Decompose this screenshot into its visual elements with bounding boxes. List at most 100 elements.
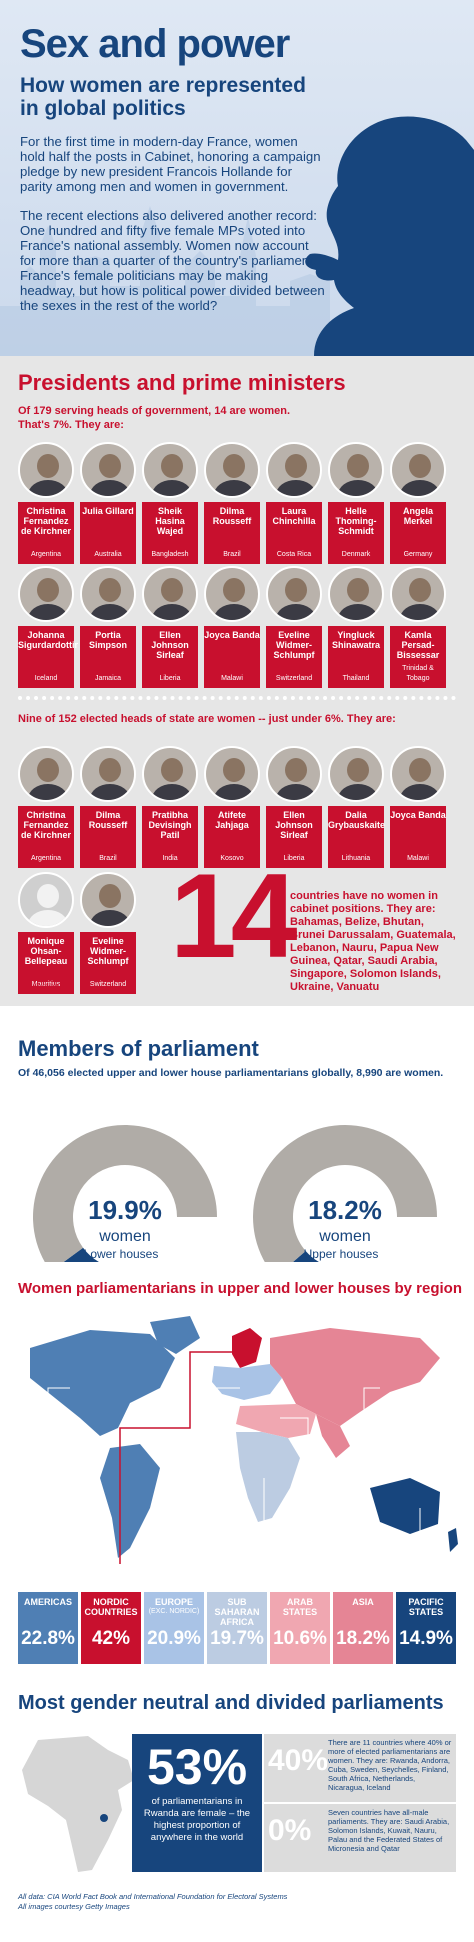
leader-name: Johanna Sigurdardottir	[18, 630, 78, 650]
lower-houses-donut: 19.9% women Lower houses	[33, 1125, 217, 1262]
region-tile: NORDIC COUNTRIES 42%	[81, 1592, 141, 1664]
leader-photo	[80, 566, 136, 622]
footer-credits: All data: CIA World Fact Book and Intern…	[18, 1892, 287, 1912]
leader-photo	[18, 566, 74, 622]
section-title: Women parliamentarians in upper and lowe…	[18, 1280, 462, 1297]
region-tile: EUROPE (EXC. NORDIC) 20.9%	[144, 1592, 204, 1664]
leader-namecard: Christina Fernandez de Kirchner Argentina	[18, 502, 74, 564]
rwanda-box: 53% of parliamentarians in Rwanda are fe…	[132, 1734, 262, 1872]
donut-women-slice	[292, 1251, 320, 1262]
donut-label: Upper houses	[304, 1247, 379, 1261]
data-source: All data: CIA World Fact Book and Intern…	[18, 1892, 288, 1901]
regions-section: Women parliamentarians in upper and lowe…	[0, 1270, 474, 1674]
leader-namecard: Dilma Rousseff Brazil	[80, 806, 136, 868]
leader-country: Malawi	[221, 675, 243, 682]
neutral-section: Most gender neutral and divided parliame…	[0, 1674, 474, 1942]
leader-name: Sheik Hasina Wajed	[155, 506, 185, 536]
donut-rest-slice	[33, 1125, 217, 1262]
leader-photo	[18, 872, 74, 928]
region-note: (EXC. NORDIC)	[148, 1608, 200, 1615]
leader-name: Helle Thoming-Schmidt	[335, 506, 377, 536]
leader-name: Christina Fernandez de Kirchner	[20, 810, 71, 840]
image-credit: All images courtesy Getty Images	[18, 1902, 130, 1911]
panel-percent: 40%	[268, 1744, 329, 1777]
leader-namecard: Laura Chinchilla Costa Rica	[266, 502, 322, 564]
leader-namecard: Portia Simpson Jamaica	[80, 626, 136, 688]
leader-country: Liberia	[283, 855, 305, 862]
leader-country: Jamaica	[94, 675, 122, 682]
leader-photo	[18, 746, 74, 802]
section-lead: Nine of 152 elected heads of state are w…	[18, 713, 396, 725]
leader-country: Malawi	[407, 855, 429, 862]
leader-card: Helle Thoming-Schmidt Denmark	[328, 442, 384, 564]
donut-word: women	[98, 1228, 151, 1245]
region-name: ASIA	[352, 1597, 374, 1607]
leader-country: Brazil	[99, 855, 117, 862]
leader-namecard: Ellen Johnson Sirleaf Liberia	[142, 626, 198, 688]
leader-namecard: Johanna Sigurdardottir Iceland	[18, 626, 78, 688]
intro-text: For the first time in modern-day France,…	[20, 134, 325, 327]
map-asia-south	[316, 1414, 350, 1458]
big-number: 14	[170, 849, 298, 983]
leader-card: Ellen Johnson Sirleaf Liberia	[142, 566, 198, 688]
leader-name: Julia Gillard	[82, 506, 134, 516]
leader-photo	[266, 746, 322, 802]
region-value: 14.9%	[399, 1628, 453, 1649]
leader-country: Kosovo	[220, 855, 244, 862]
leader-country: Switzerland	[275, 675, 313, 682]
region-name: NORDIC COUNTRIES	[84, 1597, 138, 1617]
region-name: EUROPE	[154, 1597, 193, 1607]
leader-photo	[390, 746, 446, 802]
rwanda-text: of parliamentarians in Rwanda are female…	[143, 1796, 251, 1843]
leader-photo	[266, 442, 322, 498]
intro-paragraph: The recent elections also delivered anot…	[20, 208, 325, 313]
leader-card: Joyca Banda Malawi	[390, 746, 446, 868]
leader-namecard: Monique Ohsan-Bellepeau Mauritius	[18, 932, 74, 994]
leader-name: Laura Chinchilla	[272, 506, 316, 526]
map-americas-north	[30, 1330, 175, 1436]
leader-name: Pratibha Devisingh Patil	[148, 810, 192, 840]
region-value: 42%	[91, 1628, 131, 1649]
woman-silhouette	[305, 116, 474, 356]
leader-card: Dilma Rousseff Brazil	[204, 442, 260, 564]
leader-card: Johanna Sigurdardottir Iceland	[18, 566, 78, 688]
rwanda-percent: 53%	[146, 1739, 248, 1795]
leader-photo	[328, 566, 384, 622]
leader-namecard: Kamla Persad-Bissessar Trinidad & Tobago	[390, 626, 446, 688]
acting-note: (Acting)	[34, 982, 62, 991]
region-tile: ARAB STATES 10.6%	[270, 1592, 330, 1664]
leader-namecard: Christina Fernandez de Kirchner Argentina	[18, 806, 74, 868]
city-skyline	[0, 206, 330, 356]
leader-country: India	[162, 855, 178, 862]
leader-photo	[204, 442, 260, 498]
africa-map-icon	[22, 1736, 134, 1872]
page-subtitle: How women are represented in global poli…	[20, 74, 306, 120]
leader-name: Eveline Widmer-Schlumpf	[273, 630, 315, 660]
leader-card: Yingluck Shinawatra Thailand	[328, 566, 384, 688]
leader-country: Iceland	[34, 675, 58, 682]
leader-namecard: Eveline Widmer-Schlumpf Switzerland	[266, 626, 322, 688]
leader-name: Christina Fernandez de Kirchner	[20, 506, 71, 536]
leader-namecard: Dilma Rousseff Brazil	[204, 502, 260, 564]
region-name: SUB SAHARAN AFRICA	[214, 1597, 260, 1627]
leader-country: Mauritius	[31, 981, 61, 988]
map-pacific	[370, 1478, 440, 1534]
leader-name: Ellen Johnson Sirleaf	[275, 810, 313, 840]
header: Sex and power How women are represented …	[0, 0, 474, 356]
leader-namecard: Eveline Widmer-Schlumpf Switzerland	[80, 932, 136, 994]
map-greenland	[150, 1316, 200, 1354]
leader-photo	[328, 442, 384, 498]
map-arab	[236, 1404, 316, 1438]
no-women-countries-text: countries have no women in cabinet posit…	[290, 890, 456, 993]
leader-photo	[142, 746, 198, 802]
leader-name: Yingluck Shinawatra	[331, 630, 380, 650]
region-tile: AMERICAS 22.8%	[18, 1592, 78, 1664]
leader-country: Australia	[94, 551, 122, 558]
donut-label: Lower houses	[84, 1247, 159, 1261]
map-africa	[236, 1432, 300, 1522]
leader-name: Joyca Banda	[204, 630, 260, 640]
page-title: Sex and power	[20, 22, 290, 66]
section-title: Most gender neutral and divided parliame…	[18, 1692, 444, 1714]
presidents-section: Presidents and prime ministers Of 179 se…	[0, 356, 474, 1006]
region-tile: PACIFIC STATES 14.9%	[396, 1592, 456, 1664]
